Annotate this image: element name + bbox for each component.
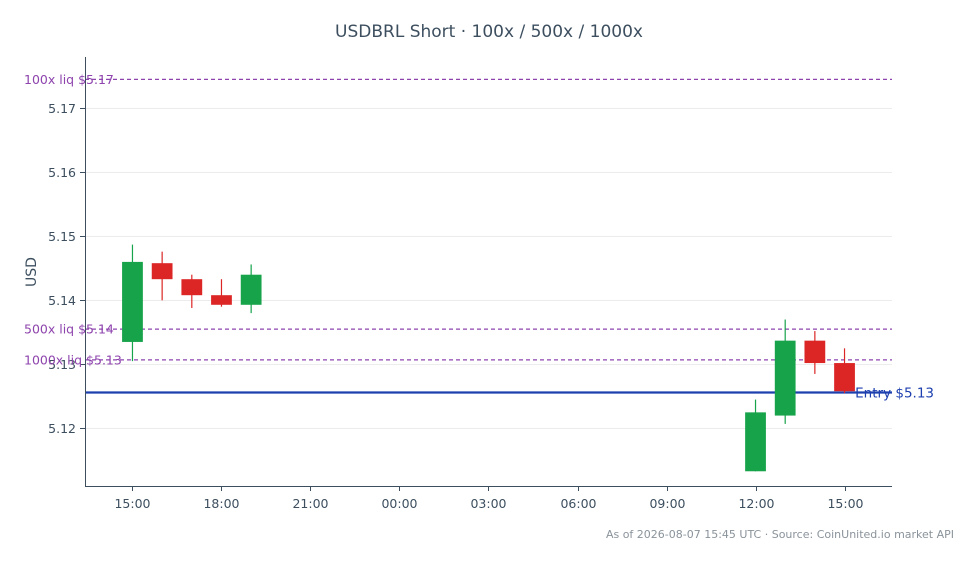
x-tick-label: 09:00: [649, 496, 685, 511]
candle-up: [745, 399, 766, 472]
candle-body: [151, 263, 173, 280]
candle-up: [240, 264, 262, 314]
y-tick-label: 5.12: [48, 421, 76, 436]
candle-down: [181, 274, 203, 308]
candle-body: [211, 295, 232, 305]
y-tick-label: 5.17: [48, 101, 76, 116]
y-tick-label: 5.15: [48, 229, 76, 244]
candle-up: [774, 319, 796, 424]
candle-body: [774, 340, 796, 416]
candle-body: [804, 340, 826, 364]
chart-title: USDBRL Short · 100x / 500x / 1000x: [335, 22, 643, 42]
y-ticks: 5.12 5.13 5.14 5.15 5.16 5.17: [48, 101, 85, 436]
candle-down: [804, 331, 826, 374]
candle-up: [122, 244, 143, 362]
candle-body: [122, 261, 143, 342]
x-tick-label: 00:00: [381, 496, 417, 511]
x-tick-label: 03:00: [470, 496, 506, 511]
candle-body: [745, 412, 766, 472]
y-tick-label: 5.14: [48, 293, 76, 308]
x-tick-label: 06:00: [560, 496, 596, 511]
y-tick-label: 5.16: [48, 165, 76, 180]
x-tick-label: 18:00: [203, 496, 239, 511]
level-labels: 100x liq $5.17 500x liq $5.14 1000x liq $5…: [24, 72, 934, 402]
candles: [122, 244, 855, 472]
candle-down: [834, 348, 855, 394]
x-tick-label: 15:00: [827, 496, 863, 511]
liquidation-label: 100x liq $5.17: [24, 72, 114, 87]
candle-body: [240, 274, 262, 305]
liquidation-label: 1000x liq $5.13: [24, 352, 122, 367]
source-footer: As of 2026-08-07 15:45 UTC · Source: Coi…: [606, 528, 954, 541]
x-tick-label: 21:00: [292, 496, 328, 511]
grid-lines: [85, 108, 892, 429]
x-tick-label: 12:00: [738, 496, 774, 511]
candle-body: [834, 363, 855, 392]
candle-body: [181, 279, 203, 296]
candle-down: [211, 279, 232, 307]
entry-label: Entry $5.13: [855, 386, 934, 402]
level-lines: [85, 78, 892, 394]
x-ticks: 15:00 18:00 21:00 00:00 03:00 06:00 09:00 12:00…: [114, 486, 864, 511]
liquidation-label: 500x liq $5.14: [24, 322, 114, 337]
x-tick-label: 15:00: [114, 496, 150, 511]
candle-down: [151, 251, 173, 301]
y-axis-label: USD: [24, 257, 40, 287]
axes: [85, 57, 892, 487]
y-tick-label: 5.13: [48, 357, 76, 372]
